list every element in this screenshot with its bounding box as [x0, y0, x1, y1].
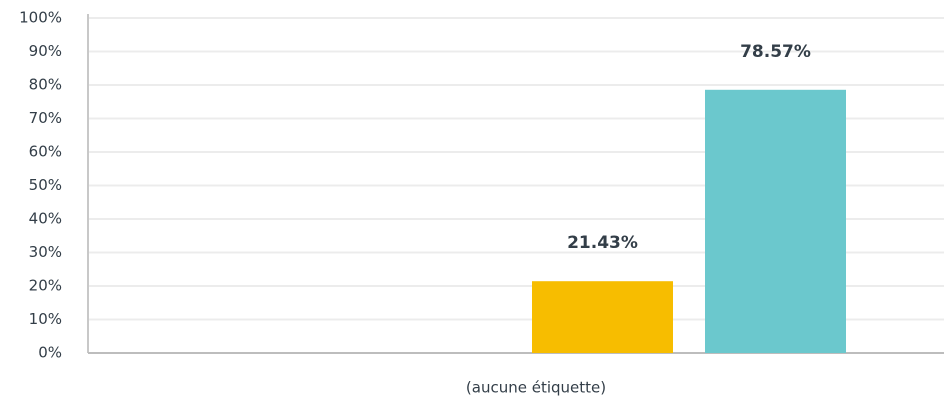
y-tick-label: 30% [29, 243, 62, 261]
x-tick-label: (aucune étiquette) [466, 379, 606, 397]
bar [705, 89, 846, 353]
value-label: 78.57% [740, 42, 811, 62]
y-tick-label: 100% [19, 9, 62, 27]
y-tick-label: 90% [29, 42, 62, 60]
bar [532, 281, 673, 353]
y-tick-label: 20% [29, 277, 62, 295]
y-tick-label: 10% [29, 310, 62, 328]
y-tick-label: 80% [29, 76, 62, 94]
value-label: 21.43% [567, 233, 638, 253]
y-tick-label: 40% [29, 210, 62, 228]
y-tick-label: 0% [38, 344, 62, 362]
y-tick-label: 50% [29, 176, 62, 194]
y-tick-label: 70% [29, 109, 62, 127]
y-tick-label: 60% [29, 143, 62, 161]
